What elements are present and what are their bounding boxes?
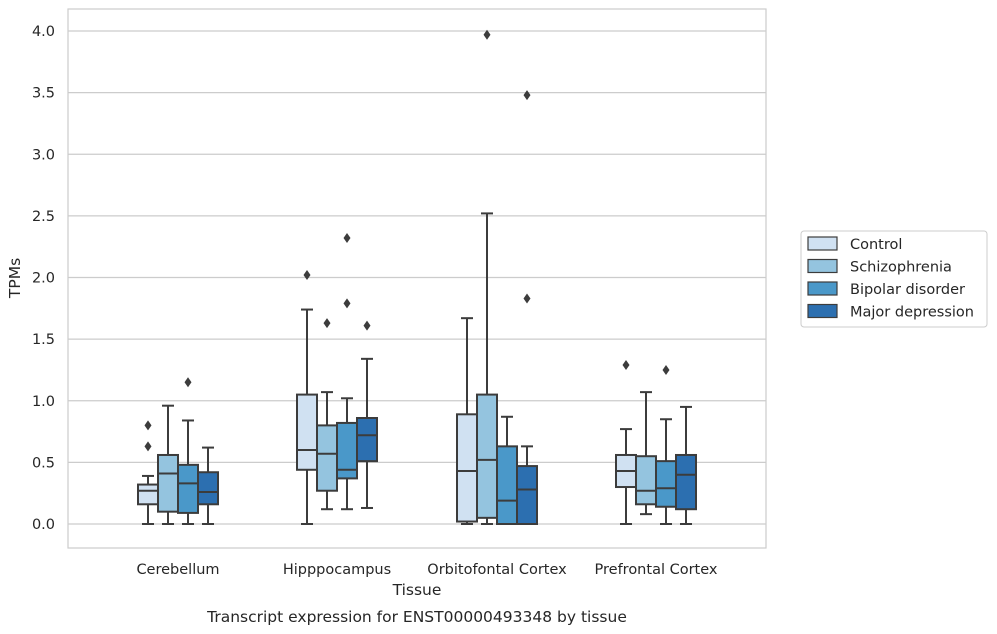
outlier-point — [363, 320, 371, 331]
box-plot — [635, 391, 657, 516]
outlier-point — [144, 420, 152, 431]
outlier-point — [662, 364, 670, 375]
y-tick-label: 1.5 — [32, 332, 55, 348]
legend-label: Schizophrenia — [850, 260, 952, 276]
legend-swatch — [807, 303, 838, 319]
outlier-point — [323, 318, 331, 329]
box — [197, 471, 219, 506]
legend-swatch — [807, 258, 838, 274]
box — [296, 393, 318, 471]
box-plot — [356, 320, 378, 509]
y-tick-label: 3.5 — [32, 86, 55, 102]
legend-frame — [800, 230, 988, 328]
box — [316, 424, 338, 492]
box-plot — [516, 90, 538, 526]
y-tick-label: 0.0 — [32, 517, 55, 533]
box-plot — [675, 405, 697, 525]
box-plot — [197, 446, 219, 525]
y-tick-labels: 0.0 0.5 1.0 1.5 2.0 2.5 3.0 3.5 4.0 — [32, 24, 55, 533]
x-tick-label: Cerebellum — [136, 562, 219, 578]
legend: Control Schizophrenia Bipolar disorder Majo… — [800, 230, 988, 328]
box — [137, 483, 159, 506]
legend-swatch — [807, 281, 838, 296]
legend-label: Major depression — [850, 305, 974, 321]
outlier-point — [483, 29, 491, 40]
box — [635, 455, 657, 506]
y-tick-label: 2.0 — [32, 271, 55, 287]
box-plot — [296, 270, 318, 525]
y-tick-label: 1.0 — [32, 394, 55, 410]
outlier-point — [523, 90, 531, 101]
y-tick-label: 0.5 — [32, 455, 55, 471]
y-axis-title: TPMs — [6, 258, 24, 299]
outlier-point — [622, 360, 630, 371]
x-axis-title: Tissue — [392, 581, 442, 599]
outlier-point — [144, 441, 152, 452]
x-tick-labels: Cerebellum Hipppocampus Orbitofontal Corte… — [136, 562, 717, 578]
legend-label: Control — [850, 237, 902, 253]
y-tick-label: 4.0 — [32, 24, 55, 40]
box — [516, 465, 538, 526]
y-tick-label: 2.5 — [32, 209, 55, 225]
box — [157, 453, 179, 513]
plot-frame — [67, 8, 767, 549]
box — [496, 445, 518, 526]
boxes — [137, 29, 697, 526]
box — [177, 463, 199, 514]
outlier-point — [343, 233, 351, 244]
outlier-point — [303, 270, 311, 281]
x-tick-label: Orbitofontal Cortex — [427, 562, 567, 578]
box — [675, 453, 697, 511]
box-plot — [655, 364, 677, 525]
outlier-point — [343, 298, 351, 309]
box-plot — [476, 29, 498, 525]
box — [456, 413, 478, 523]
chart-caption: Transcript expression for ENST0000049334… — [206, 608, 627, 626]
outlier-point — [523, 293, 531, 304]
x-tick-label: Prefrontal Cortex — [595, 562, 718, 578]
box — [356, 417, 378, 463]
legend-swatch — [807, 236, 838, 251]
box — [476, 393, 498, 519]
legend-label: Bipolar disorder — [850, 282, 965, 298]
x-tick-label: Hipppocampus — [283, 562, 391, 578]
box-plot — [496, 415, 518, 526]
outlier-point — [184, 377, 192, 388]
box-plot — [177, 377, 199, 525]
box — [655, 460, 677, 508]
y-tick-label: 3.0 — [32, 147, 55, 163]
